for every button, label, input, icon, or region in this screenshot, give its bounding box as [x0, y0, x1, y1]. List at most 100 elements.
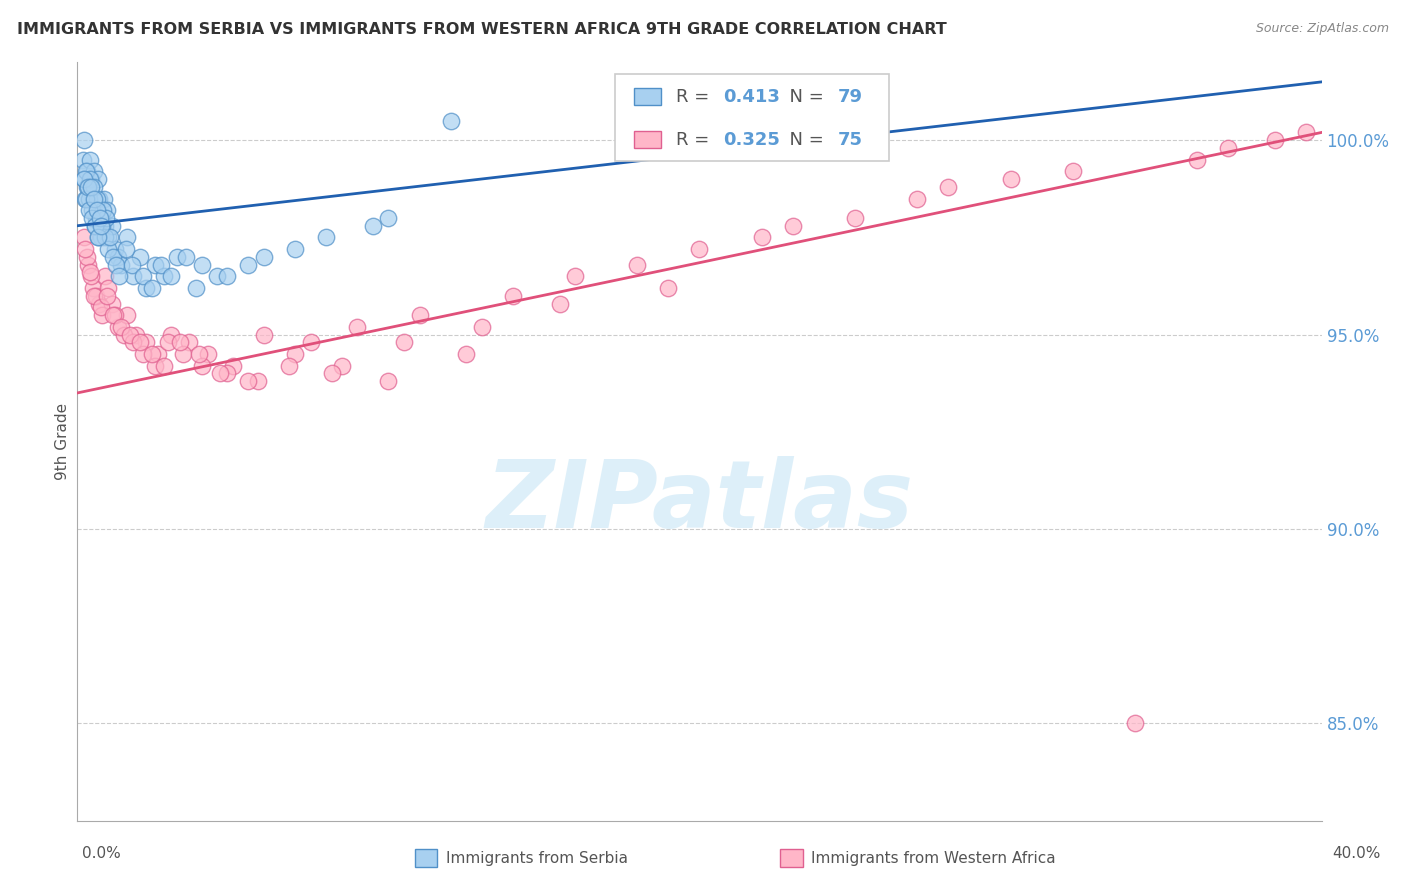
- Point: [121, 258, 143, 272]
- Point: [1295, 125, 1317, 139]
- Point: [159, 269, 181, 284]
- Point: [93, 192, 115, 206]
- Point: [91, 203, 114, 218]
- Text: Source: ZipAtlas.com: Source: ZipAtlas.com: [1256, 22, 1389, 36]
- Point: [392, 335, 415, 350]
- Point: [82, 192, 104, 206]
- Point: [105, 258, 128, 272]
- Point: [108, 269, 131, 284]
- Point: [253, 250, 276, 264]
- Point: [782, 219, 804, 233]
- Point: [100, 296, 122, 310]
- Point: [299, 335, 322, 350]
- Point: [439, 113, 461, 128]
- Point: [91, 308, 114, 322]
- Point: [115, 308, 138, 322]
- Point: [120, 327, 142, 342]
- Point: [187, 347, 209, 361]
- Point: [1123, 716, 1146, 731]
- Point: [73, 133, 96, 147]
- Point: [77, 203, 100, 218]
- Point: [844, 211, 866, 225]
- Text: N =: N =: [778, 87, 830, 105]
- Point: [84, 219, 107, 233]
- Point: [90, 230, 112, 244]
- Point: [166, 250, 188, 264]
- Point: [84, 219, 107, 233]
- Point: [86, 203, 108, 218]
- Point: [97, 242, 120, 256]
- Point: [153, 269, 176, 284]
- Point: [73, 172, 96, 186]
- Point: [87, 296, 110, 310]
- Point: [936, 179, 959, 194]
- Point: [131, 347, 153, 361]
- Point: [905, 192, 928, 206]
- Point: [626, 258, 648, 272]
- Point: [471, 319, 494, 334]
- Point: [209, 367, 232, 381]
- Text: 75: 75: [838, 131, 863, 149]
- Text: IMMIGRANTS FROM SERBIA VS IMMIGRANTS FROM WESTERN AFRICA 9TH GRADE CORRELATION C: IMMIGRANTS FROM SERBIA VS IMMIGRANTS FRO…: [17, 22, 946, 37]
- Point: [93, 230, 115, 244]
- Y-axis label: 9th Grade: 9th Grade: [55, 403, 70, 480]
- Point: [191, 359, 214, 373]
- Point: [238, 374, 260, 388]
- FancyBboxPatch shape: [634, 131, 661, 148]
- Point: [84, 211, 107, 225]
- Point: [125, 327, 148, 342]
- Point: [215, 269, 238, 284]
- Point: [90, 219, 112, 233]
- Text: R =: R =: [676, 131, 714, 149]
- Text: ZIPatlas: ZIPatlas: [485, 456, 914, 549]
- Point: [107, 319, 129, 334]
- Point: [89, 211, 111, 225]
- Point: [107, 250, 129, 264]
- Point: [86, 172, 108, 186]
- Point: [96, 203, 118, 218]
- Text: 0.325: 0.325: [723, 131, 780, 149]
- Point: [89, 211, 111, 225]
- Point: [253, 327, 276, 342]
- Point: [169, 335, 191, 350]
- Point: [284, 242, 307, 256]
- Point: [174, 250, 197, 264]
- Point: [197, 347, 219, 361]
- Point: [87, 230, 110, 244]
- Point: [122, 335, 145, 350]
- Point: [141, 281, 163, 295]
- Point: [83, 192, 105, 206]
- FancyBboxPatch shape: [614, 74, 889, 161]
- Point: [80, 179, 103, 194]
- Point: [135, 281, 157, 295]
- Point: [80, 172, 103, 186]
- Point: [87, 192, 110, 206]
- Point: [321, 367, 343, 381]
- Point: [143, 258, 166, 272]
- Point: [148, 347, 170, 361]
- Point: [83, 164, 105, 178]
- Point: [96, 289, 118, 303]
- Point: [179, 335, 201, 350]
- Point: [112, 327, 135, 342]
- Point: [75, 192, 97, 206]
- Point: [172, 347, 194, 361]
- Point: [77, 258, 100, 272]
- Point: [75, 242, 97, 256]
- Point: [76, 179, 98, 194]
- Point: [83, 289, 105, 303]
- Point: [128, 335, 150, 350]
- Point: [689, 242, 711, 256]
- Point: [75, 192, 97, 206]
- Point: [751, 230, 773, 244]
- Point: [548, 296, 571, 310]
- Point: [84, 289, 107, 303]
- Point: [90, 301, 112, 315]
- Point: [97, 230, 120, 244]
- Point: [79, 172, 101, 186]
- Point: [101, 308, 124, 322]
- Point: [156, 335, 179, 350]
- Point: [80, 211, 103, 225]
- Point: [128, 250, 150, 264]
- Point: [77, 192, 100, 206]
